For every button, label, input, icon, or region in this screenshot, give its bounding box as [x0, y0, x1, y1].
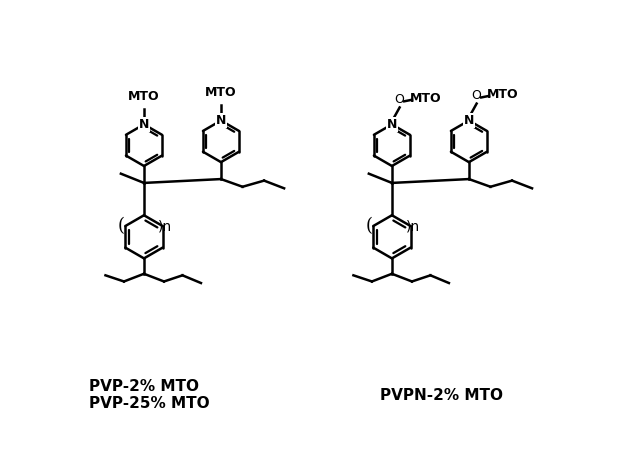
Text: MTO: MTO: [487, 88, 519, 101]
Text: PVPN-2% MTO: PVPN-2% MTO: [381, 388, 504, 403]
Text: )n: )n: [406, 219, 420, 233]
Text: N: N: [387, 118, 397, 131]
Text: MTO: MTO: [205, 86, 237, 99]
Text: PVP-25% MTO: PVP-25% MTO: [89, 396, 210, 411]
Text: MTO: MTO: [410, 92, 441, 105]
Text: O: O: [472, 89, 482, 102]
Text: N: N: [463, 114, 474, 127]
Text: (: (: [117, 217, 124, 235]
Text: MTO: MTO: [128, 90, 160, 103]
Text: (: (: [365, 217, 372, 235]
Text: PVP-2% MTO: PVP-2% MTO: [89, 379, 199, 394]
Text: N: N: [216, 114, 226, 127]
Text: )n: )n: [158, 219, 172, 233]
Text: N: N: [139, 118, 149, 131]
Text: O: O: [394, 93, 404, 106]
